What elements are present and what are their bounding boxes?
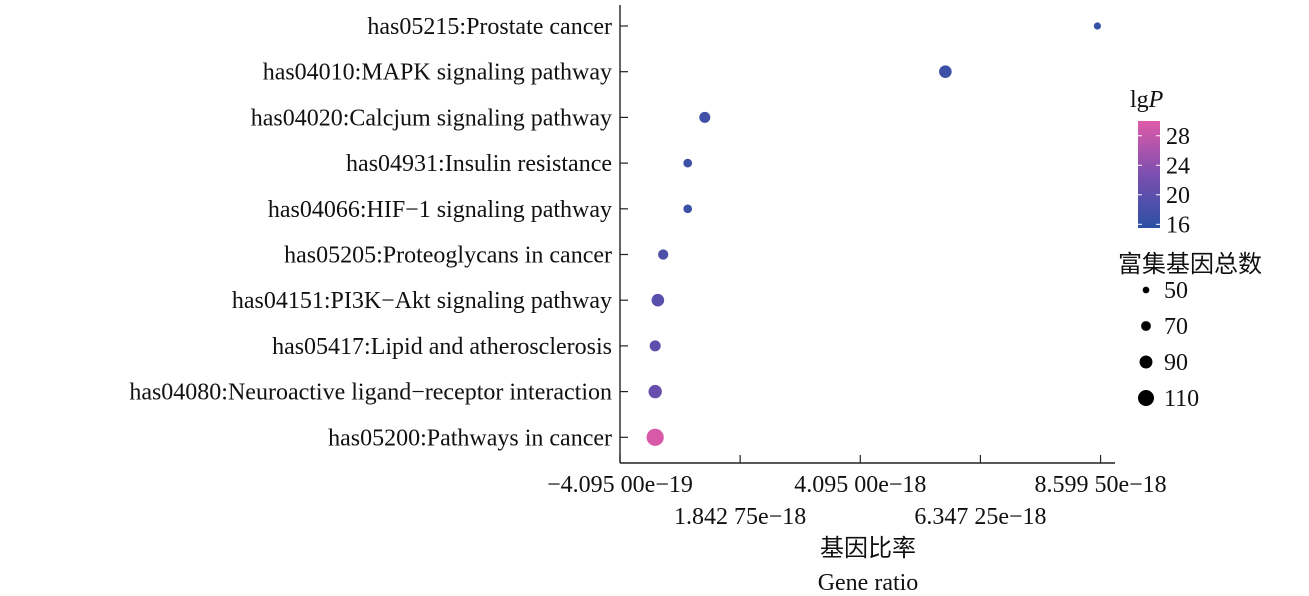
size-legend-label: 90 [1164, 350, 1188, 376]
category-labels: has05215:Prostate cancer has04010:MAPK si… [129, 14, 612, 451]
colorbar-tick-label: 16 [1166, 212, 1190, 238]
x-ticks: −4.095 00e−19 1.842 75e−18 4.095 00e−18 6.3… [547, 455, 1167, 530]
size-legend-dot [1138, 390, 1154, 406]
category-label: has05200:Pathways in cancer [328, 425, 612, 451]
category-label: has04080:Neuroactive ligand−receptor int… [129, 380, 612, 406]
category-label: has04066:HIF−1 signaling pathway [268, 197, 612, 223]
x-tick-label: 6.347 25e−18 [914, 504, 1046, 530]
x-tick-label: 1.842 75e−18 [674, 504, 806, 530]
data-point [939, 65, 952, 78]
size-legend-title: 富集基因总数 [1118, 251, 1262, 278]
axes [619, 5, 1115, 464]
data-point [683, 158, 693, 168]
data-point [683, 204, 693, 214]
size-legend-dot [1139, 355, 1153, 369]
y-ticks [620, 25, 628, 438]
data-point [658, 249, 669, 260]
size-legend: 富集基因总数 50 70 90 110 [1118, 251, 1262, 412]
size-legend-label: 50 [1164, 278, 1188, 304]
size-legend-dot [1142, 286, 1150, 294]
colorbar-title: lgP [1130, 87, 1164, 113]
category-label: has05215:Prostate cancer [367, 14, 612, 40]
x-axis-titles: 基因比率 Gene ratio [818, 535, 919, 596]
colorbar-tick-label: 20 [1166, 183, 1190, 209]
x-tick-label: 4.095 00e−18 [794, 472, 926, 498]
data-points [646, 22, 1101, 446]
data-point [1093, 22, 1101, 30]
size-legend-label: 110 [1164, 386, 1199, 412]
colorbar-gradient [1138, 121, 1160, 228]
data-point [646, 428, 664, 446]
x-tick-label: 8.599 50e−18 [1034, 472, 1166, 498]
size-legend-dot [1141, 321, 1151, 331]
category-label: has04931:Insulin resistance [346, 151, 612, 177]
size-legend-items: 50 70 90 110 [1138, 278, 1199, 412]
colorbar-tick-label: 24 [1166, 153, 1190, 179]
data-point [651, 293, 665, 307]
colorbar-legend: lgP 16 20 24 28 [1130, 87, 1190, 238]
data-point [649, 340, 661, 352]
colorbar-tick-label: 28 [1166, 124, 1190, 150]
category-label: has04151:PI3K−Akt signaling pathway [232, 288, 612, 314]
x-axis-title-cn: 基因比率 [820, 535, 916, 562]
colorbar-ticks: 16 20 24 28 [1138, 124, 1190, 238]
category-label: has04020:Calcjum signaling pathway [251, 105, 612, 131]
data-point [699, 111, 711, 123]
size-legend-label: 70 [1164, 314, 1188, 340]
category-label: has05417:Lipid and atherosclerosis [272, 334, 612, 360]
x-tick-label: −4.095 00e−19 [547, 472, 693, 498]
data-point [648, 384, 662, 399]
category-label: has05205:Proteoglycans in cancer [284, 243, 612, 269]
category-label: has04010:MAPK signaling pathway [263, 60, 612, 86]
x-axis-title-en: Gene ratio [818, 570, 919, 596]
